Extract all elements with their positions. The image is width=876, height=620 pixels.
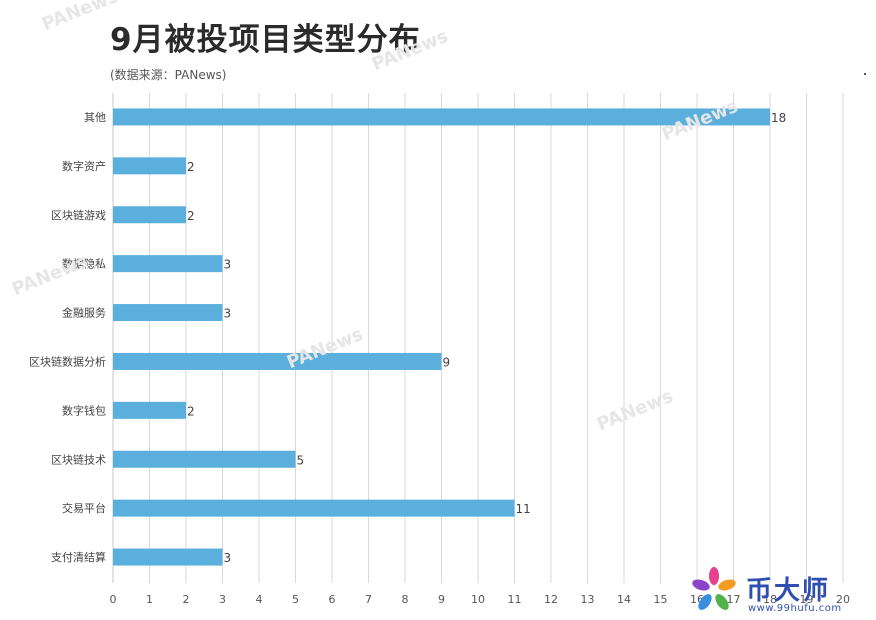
- x-tick-label: 8: [402, 593, 409, 606]
- x-tick-label: 9: [438, 593, 445, 606]
- bar: [113, 450, 296, 468]
- x-tick-label: 19: [800, 593, 814, 606]
- brand-name: 币大师: [746, 576, 831, 606]
- category-label: 交易平台: [62, 501, 106, 515]
- x-tick-label: 12: [544, 593, 558, 606]
- x-tick-label: 18: [763, 593, 777, 606]
- x-tick-label: 2: [183, 593, 190, 606]
- x-tick-label: 1: [146, 593, 153, 606]
- x-tick-label: 7: [365, 593, 372, 606]
- decorative-dot: [864, 73, 866, 75]
- category-label: 区块链游戏: [51, 208, 106, 222]
- bar: [113, 157, 186, 175]
- category-label: 区块链技术: [51, 452, 106, 466]
- category-label: 区块链数据分析: [29, 354, 106, 368]
- x-tick-label: 0: [110, 593, 117, 606]
- category-label: 数据隐私: [62, 257, 106, 271]
- bar: [113, 255, 223, 273]
- data-label: 3: [224, 258, 232, 272]
- x-tick-label: 15: [654, 593, 668, 606]
- x-tick-label: 14: [617, 593, 631, 606]
- data-label: 11: [516, 502, 531, 516]
- category-label: 金融服务: [62, 306, 106, 320]
- chart-subtitle: (数据来源：PANews): [110, 68, 227, 82]
- chart-title: 9月被投项目类型分布: [110, 22, 421, 58]
- x-tick-label: 11: [508, 593, 522, 606]
- data-label: 3: [224, 307, 232, 321]
- category-label: 其他: [84, 111, 106, 124]
- category-label: 数字钱包: [62, 403, 106, 417]
- data-label: 3: [224, 551, 232, 565]
- bar: [113, 548, 223, 566]
- category-label: 数字资产: [62, 159, 106, 173]
- bar: [113, 304, 223, 322]
- x-tick-label: 5: [292, 593, 299, 606]
- x-tick-label: 6: [329, 593, 336, 606]
- category-label: 支付清结算: [51, 550, 106, 564]
- x-tick-label: 3: [219, 593, 226, 606]
- flower-logo-icon: [692, 567, 736, 610]
- bar: [113, 108, 770, 126]
- data-label: 18: [771, 111, 786, 125]
- x-tick-label: 17: [727, 593, 741, 606]
- data-label: 2: [187, 160, 195, 174]
- bar: [113, 401, 186, 419]
- brand-url: www.99hufu.com: [748, 603, 842, 614]
- data-label: 9: [443, 355, 451, 369]
- data-label: 2: [187, 404, 195, 418]
- x-tick-label: 20: [836, 593, 850, 606]
- data-label: 5: [297, 453, 305, 467]
- x-tick-label: 13: [581, 593, 595, 606]
- brand-logo: 币大师 www.99hufu.com: [690, 566, 860, 616]
- data-label: 2: [187, 209, 195, 223]
- bar: [113, 206, 186, 224]
- x-tick-label: 4: [256, 593, 263, 606]
- bar: [113, 499, 515, 517]
- x-tick-label: 10: [471, 593, 485, 606]
- bar: [113, 352, 442, 370]
